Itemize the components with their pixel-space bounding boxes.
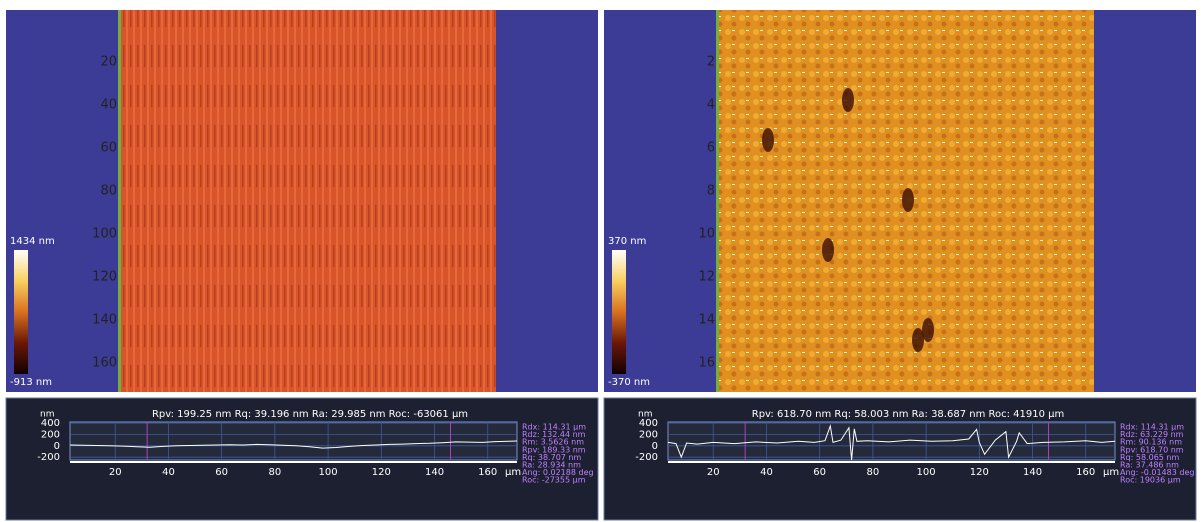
x-tick-label: 160 (478, 467, 497, 478)
image-axis-label: 10 (698, 227, 715, 242)
stat-line: Ra: 28.934 nm (522, 461, 581, 470)
scale-min-label: -913 nm (10, 377, 52, 388)
colorbar (612, 250, 626, 374)
image-axis-label: 40 (100, 98, 117, 113)
panel: 2 4 6 8 10 12 14 16 370 nm -370 nm Rpv: 618.70 nm … (603, 10, 1197, 521)
x-tick-label: 100 (319, 467, 338, 478)
surface-pit (762, 128, 774, 152)
image-axis-label: 12 (698, 270, 715, 285)
stat-line: Ang: -0.01483 deg (1120, 468, 1194, 477)
image-axis-label: 80 (100, 184, 117, 199)
surface-pit (822, 238, 834, 262)
x-tick-label: 40 (760, 467, 773, 478)
x-tick-label: 100 (917, 467, 936, 478)
profile-summary: Rpv: 199.25 nm Rq: 39.196 nm Ra: 29.985 … (152, 409, 468, 420)
x-tick-label: 80 (867, 467, 880, 478)
image-axis-label: 120 (92, 270, 117, 285)
image-axis-label: 160 (92, 356, 117, 371)
y-tick-label: -200 (635, 452, 658, 463)
y-tick-label: 0 (652, 441, 658, 452)
x-tick-label: 120 (970, 467, 989, 478)
surface-pit (902, 188, 914, 212)
x-unit: µm (1103, 467, 1119, 478)
y-tick-label: 0 (54, 441, 60, 452)
surface-pit (842, 88, 854, 112)
image-axis-label: 100 (92, 227, 117, 242)
x-tick-label: 60 (215, 467, 228, 478)
x-tick-label: 20 (707, 467, 720, 478)
stat-line: Rpv: 618.70 nm (1120, 445, 1184, 454)
surface-pit (922, 318, 934, 342)
x-unit: µm (505, 467, 521, 478)
y-tick-label: 200 (639, 429, 658, 440)
image-axis-label: 4 (707, 98, 715, 113)
stat-line: Rdx: 114.31 µm (522, 423, 586, 432)
x-tick-label: 160 (1076, 467, 1095, 478)
image-edge (716, 10, 719, 392)
y-tick-label: 400 (639, 418, 658, 429)
plot-area (69, 421, 518, 461)
image-axis-label: 2 (707, 55, 715, 70)
x-tick-label: 40 (162, 467, 175, 478)
stat-line: Rq: 38.707 nm (522, 453, 581, 462)
x-tick-label: 60 (813, 467, 826, 478)
surface-pit (912, 328, 924, 352)
profile-line (69, 440, 518, 449)
scale-min-label: -370 nm (608, 377, 650, 388)
stat-line: Rm: 90.136 nm (1120, 438, 1182, 447)
x-tick-label: 140 (425, 467, 444, 478)
image-axis-label: 60 (100, 141, 117, 156)
stat-line: Rdz: 132.44 nm (522, 430, 586, 439)
stat-line: Roc: -27355 µm (522, 476, 586, 485)
x-tick-label: 120 (372, 467, 391, 478)
profile-summary: Rpv: 618.70 nm Rq: 58.003 nm Ra: 38.687 … (752, 409, 1065, 420)
x-tick-label: 140 (1023, 467, 1042, 478)
image-axis-label: 6 (707, 141, 715, 156)
surface-image (118, 10, 496, 392)
image-axis-label: 140 (92, 313, 117, 328)
y-unit: nm (40, 410, 54, 420)
stat-line: Roc: 19036 µm (1120, 476, 1181, 485)
y-tick-label: 400 (41, 418, 60, 429)
image-axis-label: 14 (698, 313, 715, 328)
stat-line: Ra: 37.486 nm (1120, 461, 1179, 470)
stat-line: Rq: 58.065 nm (1120, 453, 1179, 462)
y-tick-label: 200 (41, 429, 60, 440)
y-tick-label: -200 (37, 452, 60, 463)
plot-area (667, 421, 1116, 461)
image-axis-label: 16 (698, 356, 715, 371)
x-tick-label: 80 (269, 467, 282, 478)
stat-line: Rpv: 189.33 nm (522, 445, 586, 454)
stat-line: Rdx: 114.31 µm (1120, 423, 1184, 432)
x-tick-label: 20 (109, 467, 122, 478)
panel: 20 40 60 80 100 120 140 160 1434 nm -913 nm Rpv: 1… (5, 10, 599, 521)
image-axis-label: 8 (707, 184, 715, 199)
scale-max-label: 370 nm (608, 236, 646, 247)
image-axis-label: 20 (100, 55, 117, 70)
colorbar (14, 250, 28, 374)
stat-line: Ang: 0.02188 deg (522, 468, 594, 477)
y-unit: nm (638, 410, 652, 420)
profile-line (667, 424, 1116, 461)
scale-max-label: 1434 nm (10, 236, 55, 247)
stat-line: Rdz: 63.229 nm (1120, 430, 1184, 439)
image-edge (118, 10, 121, 392)
stat-line: Rm: 3.5626 nm (522, 438, 584, 447)
